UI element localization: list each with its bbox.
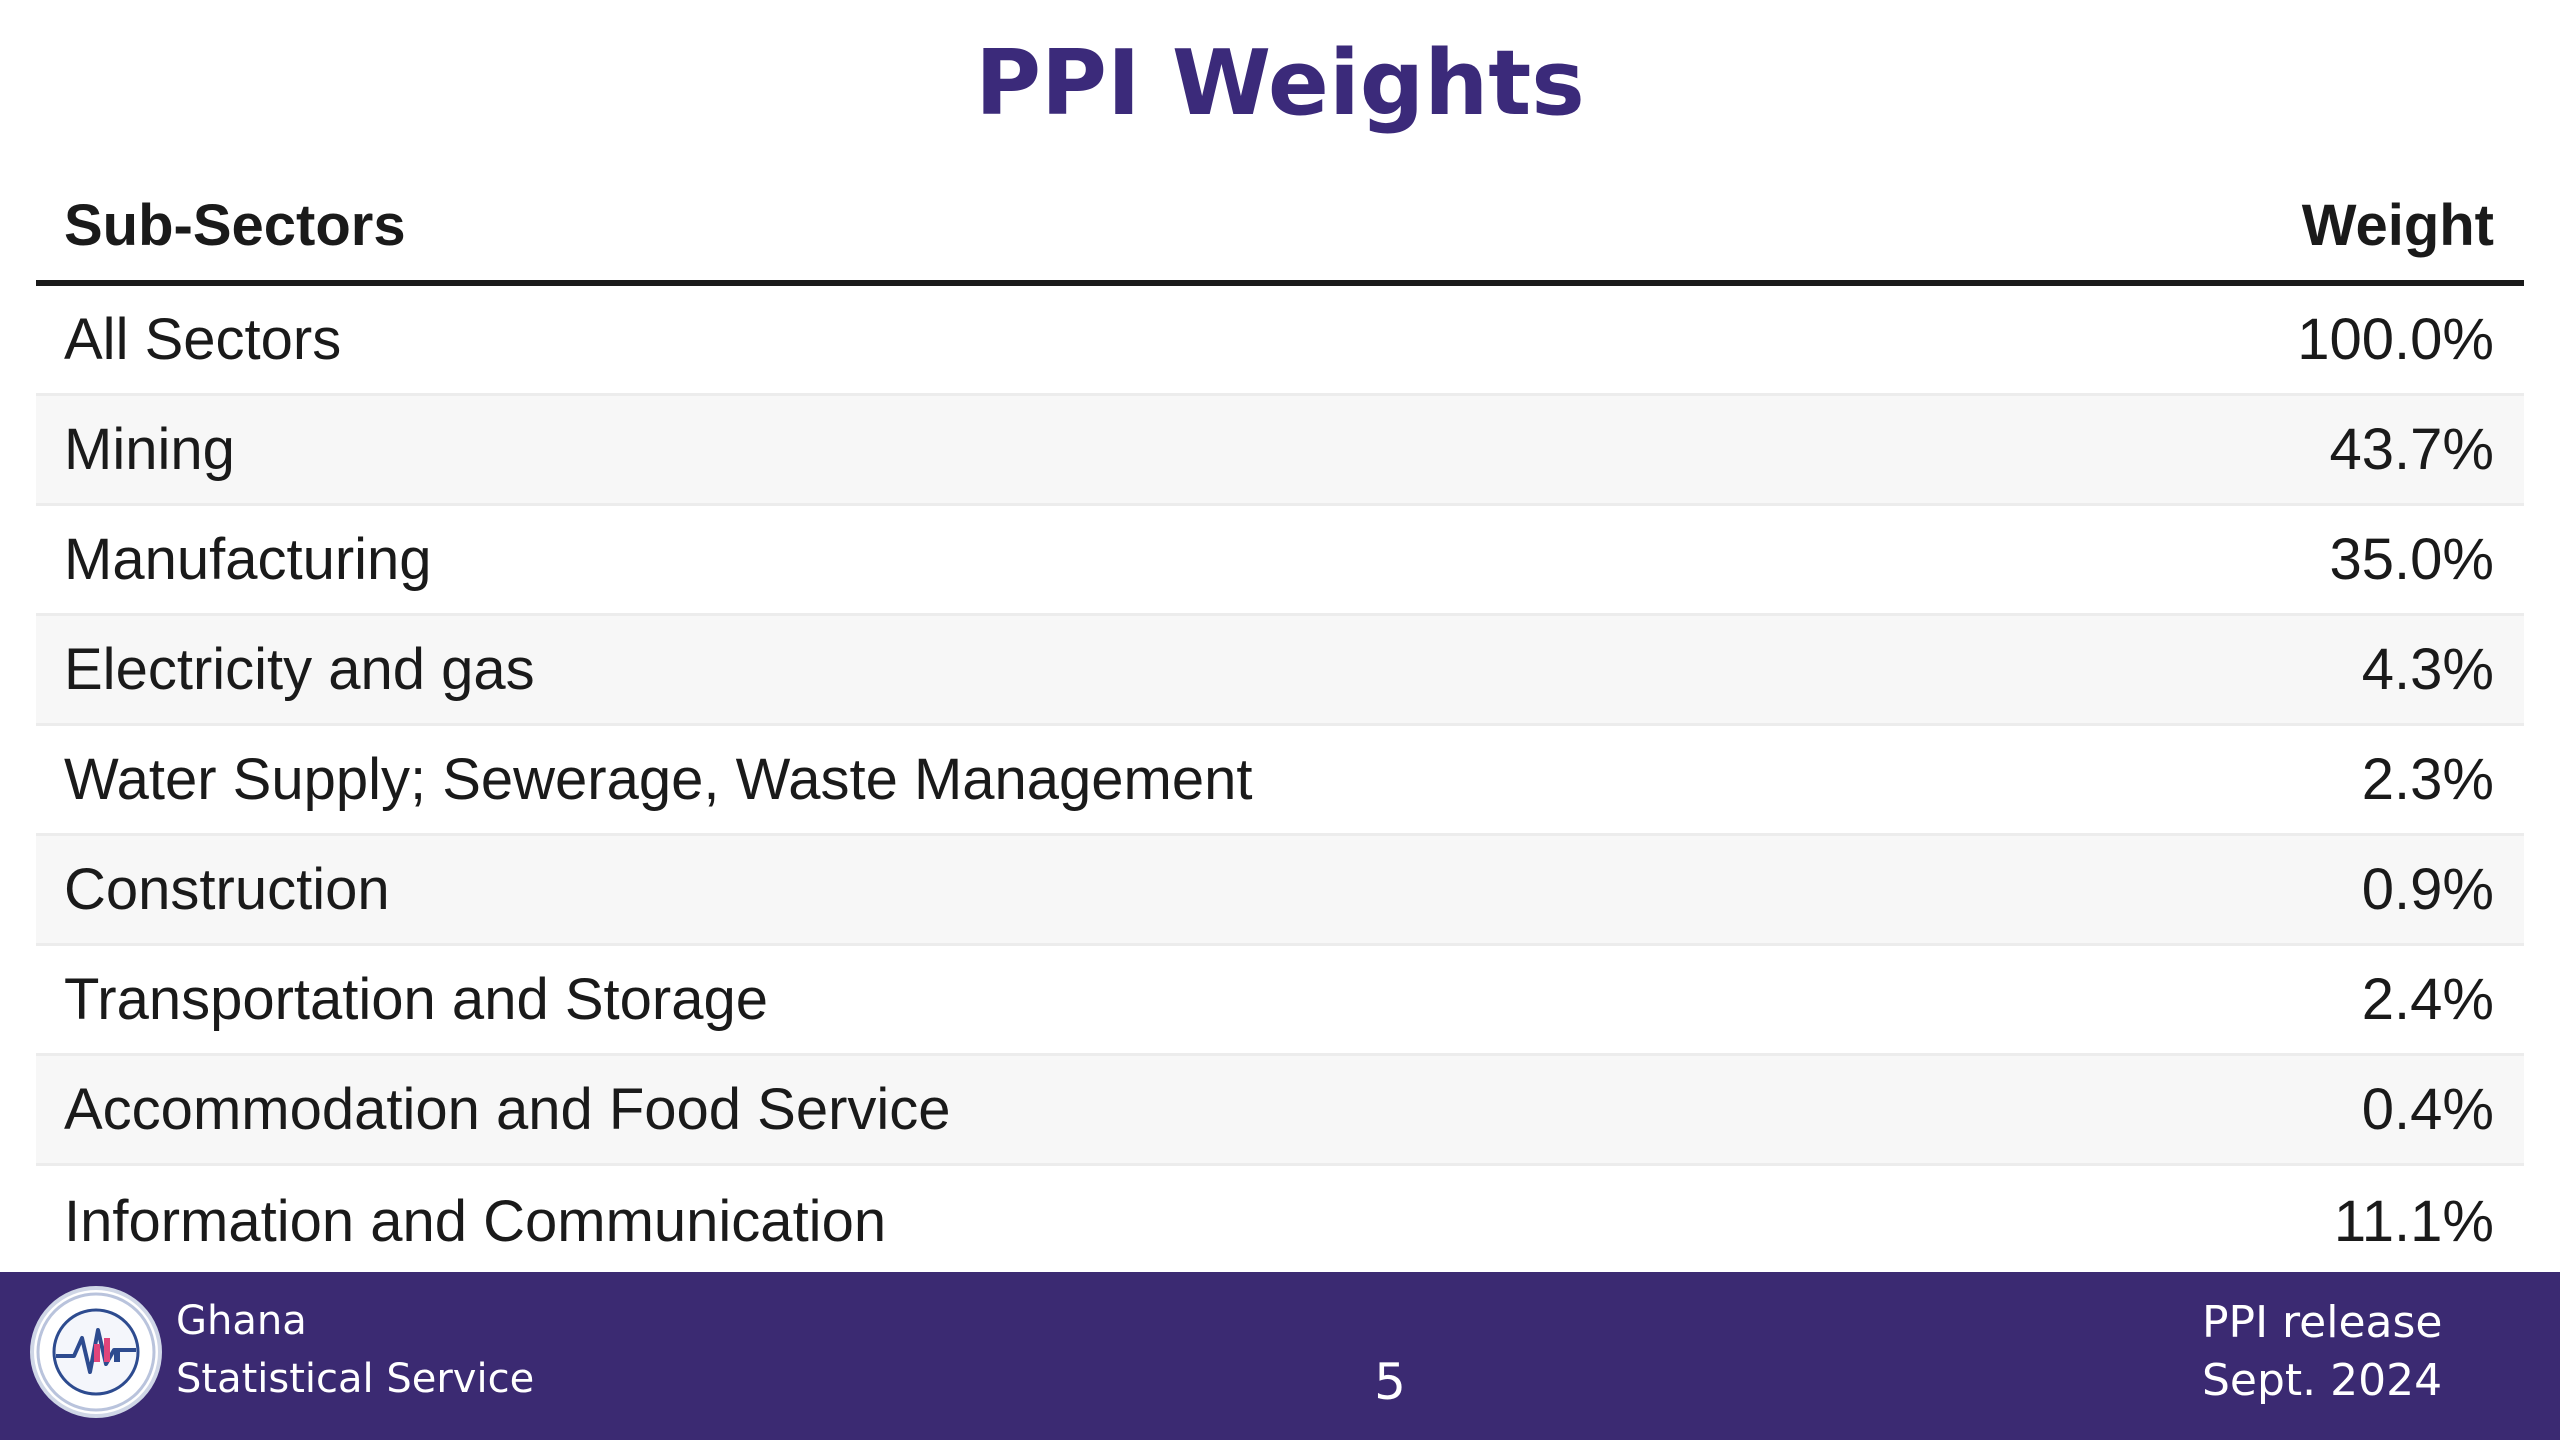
- table-body: All Sectors 100.0% Mining 43.7% Manufact…: [36, 286, 2524, 1276]
- row-sector: Information and Communication: [64, 1188, 887, 1254]
- table-row: Mining 43.7%: [36, 396, 2524, 506]
- row-sector: All Sectors: [64, 307, 342, 372]
- row-weight: 43.7%: [2329, 417, 2494, 482]
- row-sector: Construction: [64, 857, 390, 922]
- release-info: PPI release Sept. 2024: [2202, 1294, 2442, 1410]
- row-sector: Accommodation and Food Service: [64, 1077, 951, 1142]
- row-sector: Electricity and gas: [64, 637, 535, 702]
- row-weight: 2.4%: [2361, 967, 2494, 1032]
- row-weight: 0.4%: [2361, 1077, 2494, 1142]
- organization-name: Ghana Statistical Service: [176, 1292, 534, 1408]
- gss-seal-icon: [30, 1286, 162, 1418]
- row-weight: 0.9%: [2361, 857, 2494, 922]
- row-sector: Manufacturing: [64, 527, 432, 592]
- table-row: Construction 0.9%: [36, 836, 2524, 946]
- table-row: Information and Communication 11.1%: [36, 1166, 2524, 1276]
- row-weight: 2.3%: [2361, 747, 2494, 812]
- table-row: Electricity and gas 4.3%: [36, 616, 2524, 726]
- row-weight: 4.3%: [2361, 637, 2494, 702]
- gss-seal-graphic: [36, 1292, 156, 1412]
- row-weight: 35.0%: [2329, 527, 2494, 592]
- table-row: Water Supply; Sewerage, Waste Management…: [36, 726, 2524, 836]
- release-line-1: PPI release: [2202, 1297, 2443, 1348]
- organization-line-2: Statistical Service: [176, 1356, 535, 1402]
- row-sector: Mining: [64, 417, 235, 482]
- table-row: All Sectors 100.0%: [36, 286, 2524, 396]
- header-sub-sectors: Sub-Sectors: [64, 192, 406, 258]
- organization-line-1: Ghana: [176, 1298, 307, 1344]
- page-number: 5: [1374, 1353, 1406, 1411]
- row-weight: 11.1%: [2333, 1188, 2494, 1254]
- table-row: Accommodation and Food Service 0.4%: [36, 1056, 2524, 1166]
- row-sector: Transportation and Storage: [64, 967, 768, 1032]
- weights-table: Sub-Sectors Weight All Sectors 100.0% Mi…: [36, 170, 2524, 1276]
- table-row: Transportation and Storage 2.4%: [36, 946, 2524, 1056]
- table-header: Sub-Sectors Weight: [36, 170, 2524, 286]
- page-title: PPI Weights: [975, 31, 1585, 136]
- table-row: Manufacturing 35.0%: [36, 506, 2524, 616]
- slide-footer: Ghana Statistical Service 5 PPI release …: [0, 1272, 2560, 1440]
- release-line-2: Sept. 2024: [2202, 1355, 2443, 1406]
- row-sector: Water Supply; Sewerage, Waste Management: [64, 747, 1253, 812]
- row-weight: 100.0%: [2297, 307, 2494, 372]
- header-weight: Weight: [2301, 192, 2494, 258]
